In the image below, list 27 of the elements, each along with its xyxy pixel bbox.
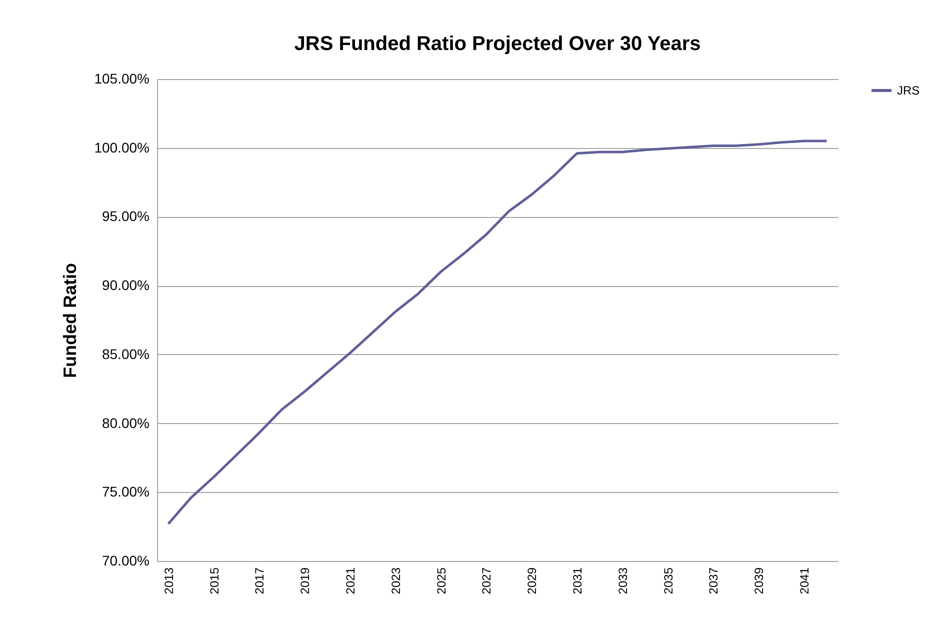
x-tick-label: 2031	[570, 567, 584, 594]
x-tick-label: 2035	[661, 567, 676, 594]
y-axis-title: Funded Ratio	[60, 263, 80, 378]
x-tick-label: 2015	[207, 567, 222, 594]
y-tick-label: 100.00%	[94, 139, 150, 156]
chart-title: JRS Funded Ratio Projected Over 30 Years	[294, 33, 701, 55]
x-tick-label: 2027	[480, 567, 494, 594]
legend-label: JRS	[897, 84, 920, 98]
x-tick-label: 2025	[434, 567, 448, 594]
x-tick-label: 2029	[525, 567, 540, 594]
x-tick-label: 2033	[616, 567, 630, 594]
y-tick-label: 80.00%	[102, 414, 150, 431]
x-tick-label: 2013	[162, 567, 176, 594]
x-tick-label: 2019	[298, 567, 312, 594]
y-tick-label: 85.00%	[102, 346, 150, 362]
x-tick-label: 2017	[252, 567, 267, 594]
x-tick-label: 2037	[706, 567, 721, 594]
x-tick-label: 2021	[343, 567, 358, 594]
y-tick-label: 95.00%	[102, 208, 150, 224]
y-tick-label: 75.00%	[102, 484, 150, 500]
x-tick-label: 2041	[797, 567, 812, 594]
x-tick-label: 2023	[388, 567, 403, 594]
y-tick-label: 90.00%	[102, 277, 150, 294]
y-tick-label: 70.00%	[102, 552, 150, 568]
x-tick-label: 2039	[752, 567, 766, 594]
y-tick-label: 105.00%	[94, 70, 150, 86]
line-series	[167, 140, 828, 526]
